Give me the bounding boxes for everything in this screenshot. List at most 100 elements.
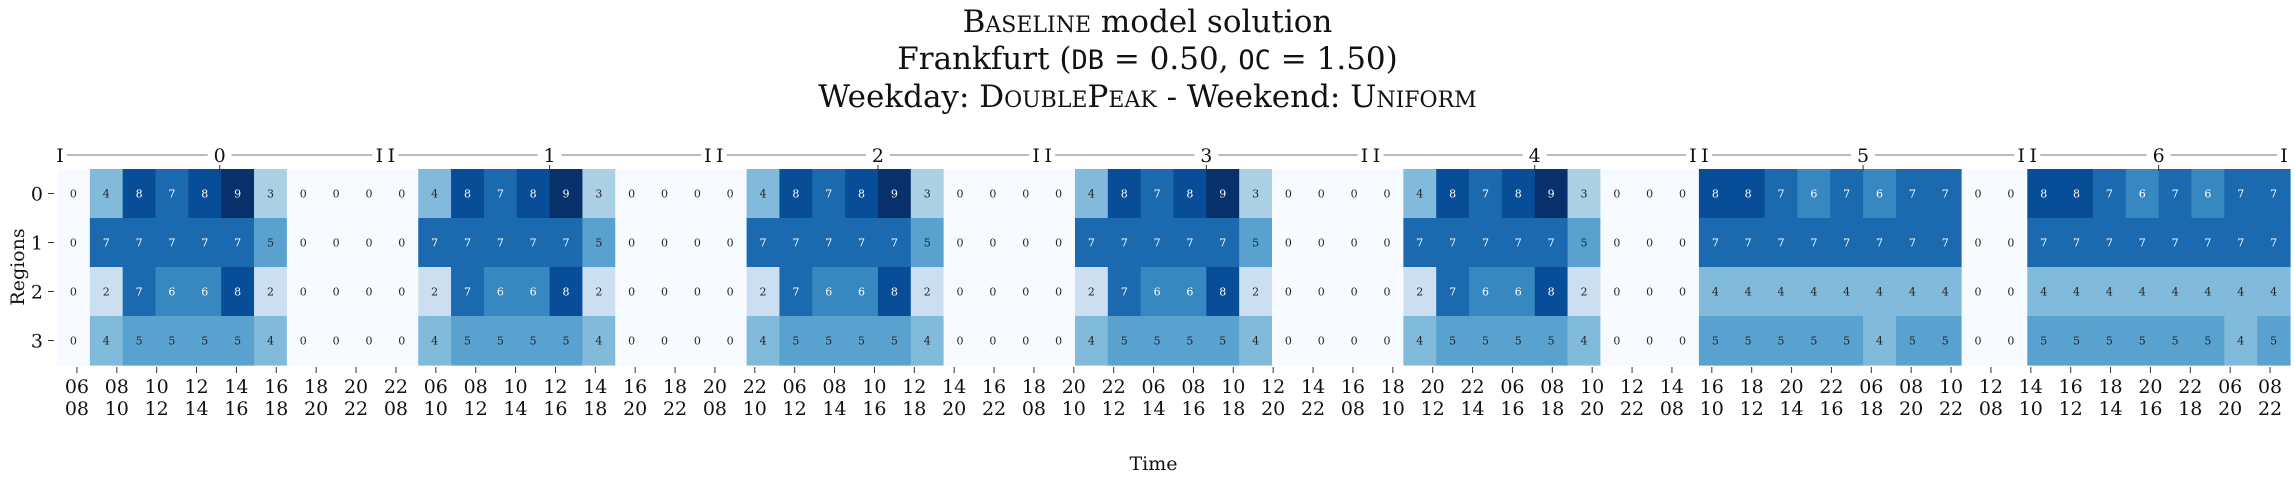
heatmap-separator-cell (1633, 218, 1667, 268)
heatmap-cell-d3-r3-c1 (1074, 316, 1109, 366)
cell-value-label: 7 (2172, 237, 2179, 250)
heatmap-cell-d5-r0-c6 (1895, 169, 1930, 219)
cell-value-label: 5 (2139, 335, 2146, 348)
cell-value-label: 0 (628, 335, 635, 348)
time-tick-label-end: 10 (105, 398, 129, 420)
separator-value-label: 0 (694, 286, 701, 299)
cell-value-label: 5 (891, 335, 898, 348)
time-tick-label-start: 12 (1979, 376, 2003, 398)
heatmap-cell-d2-r0-c3 (812, 169, 846, 219)
heatmap-cell-d6-r0-c0 (2027, 169, 2061, 219)
heatmap-separator-cell (1009, 169, 1043, 219)
heatmap-cell-d0-r0-c4 (188, 169, 222, 219)
cell-value-label: 2 (103, 286, 110, 299)
heatmap-cell-d3-r0-c6 (1239, 169, 1273, 219)
heatmap-separator-cell (648, 316, 682, 366)
heatmap-cell-d0-r2-c2 (122, 267, 157, 317)
cell-value-label: 2 (1580, 286, 1587, 299)
cell-value-label: 7 (168, 237, 175, 250)
heatmap-cell-d5-r0-c2 (1764, 169, 1799, 219)
day-bracket-start: I (1373, 145, 1381, 167)
time-tick-label-start: 16 (623, 376, 647, 398)
cell-value-label: 7 (825, 188, 832, 201)
cell-value-label: 2 (595, 286, 602, 299)
heatmap-cell-d1-r2-c1 (418, 267, 452, 317)
heatmap-cell-d5-r1-c3 (1797, 218, 1831, 268)
separator-value-label: 0 (2007, 188, 2014, 201)
cell-value-label: 5 (1580, 237, 1587, 250)
day-bracket-end: I (2018, 145, 2026, 167)
heatmap-cell-d4-r0-c5 (1534, 169, 1569, 219)
cell-value-label: 7 (1843, 237, 1850, 250)
cell-value-label: 4 (1942, 286, 1949, 299)
heatmap-cell-d6-r1-c1 (2060, 218, 2094, 268)
cell-value-label: 7 (1515, 237, 1522, 250)
time-tick-label-end: 16 (2138, 398, 2162, 420)
heatmap-cell-d0-r2-c1 (89, 267, 124, 317)
heatmap-cell-d0-r2-c7 (286, 267, 321, 317)
cell-value-label: 5 (234, 335, 241, 348)
cell-value-label: 0 (628, 237, 635, 250)
separator-value-label: 0 (1975, 286, 1982, 299)
cell-value-label: 7 (1219, 237, 1226, 250)
heatmap-cell-d1-r1-c6 (582, 218, 616, 268)
heatmap-cell-d4-r1-c5 (1534, 218, 1569, 268)
cell-value-label: 9 (1548, 188, 1555, 201)
separator-value-label: 0 (694, 188, 701, 201)
heatmap-cell-d3-r2-c6 (1239, 267, 1273, 317)
separator-value-label: 0 (1318, 188, 1325, 201)
time-tick-label-start: 10 (862, 376, 886, 398)
heatmap-separator-cell (319, 267, 354, 317)
time-tick-label-end: 10 (1700, 398, 1724, 420)
cell-value-label: 4 (1416, 335, 1423, 348)
cell-value-label: 7 (1449, 237, 1456, 250)
cell-value-label: 6 (1482, 286, 1489, 299)
heatmap-cell-d5-r1-c6 (1895, 218, 1930, 268)
cell-value-label: 0 (1383, 286, 1390, 299)
heatmap-cell-d1-r0-c2 (451, 169, 485, 219)
cell-value-label: 5 (201, 335, 208, 348)
heatmap-separator-cell (352, 218, 386, 268)
heatmap-separator-cell (680, 316, 715, 366)
heatmap-cell-d5-r2-c1 (1731, 267, 1766, 317)
heatmap-separator-cell (1666, 218, 1700, 268)
heatmap-cell-d0-r0-c7 (286, 169, 321, 219)
cell-value-label: 8 (792, 188, 799, 201)
title-oc-label: OC (1238, 45, 1271, 76)
time-tick-label-end: 14 (2098, 398, 2122, 420)
heatmap-cell-d4-r1-c0 (1370, 218, 1404, 268)
heatmap-cell-d5-r0-c3 (1797, 169, 1831, 219)
heatmap-cell-d1-r3-c4 (516, 316, 551, 366)
cell-value-label: 0 (70, 286, 77, 299)
heatmap-cell-d0-r1-c5 (221, 218, 255, 268)
separator-value-label: 0 (365, 188, 372, 201)
time-tick-label-end: 18 (583, 398, 607, 420)
cell-value-label: 4 (2106, 286, 2113, 299)
cell-value-label: 7 (2172, 188, 2179, 201)
cell-value-label: 5 (1515, 335, 1522, 348)
cell-value-label: 2 (760, 286, 767, 299)
time-tick-label-end: 16 (543, 398, 567, 420)
time-tick-label-end: 08 (1979, 398, 2003, 420)
heatmap-cell-d6-r2-c0 (2027, 267, 2061, 317)
heatmap-cell-d5-r2-c7 (1928, 267, 1963, 317)
cell-value-label: 4 (2139, 286, 2146, 299)
time-tick-label-end: 10 (2019, 398, 2043, 420)
time-tick-label-start: 14 (942, 376, 966, 398)
cell-value-label: 5 (2204, 335, 2211, 348)
time-tick-label-start: 22 (1819, 376, 1843, 398)
separator-value-label: 0 (694, 335, 701, 348)
cell-value-label: 4 (267, 335, 274, 348)
separator-value-label: 0 (1646, 237, 1653, 250)
cell-value-label: 4 (1876, 286, 1883, 299)
cell-value-label: 4 (2172, 286, 2179, 299)
cell-value-label: 5 (1154, 335, 1161, 348)
time-tick-label-end: 14 (503, 398, 527, 420)
heatmap-cell-d4-r3-c4 (1501, 316, 1536, 366)
cell-value-label: 7 (2237, 188, 2244, 201)
heatmap-cell-d6-r3-c6 (2224, 316, 2258, 366)
heatmap-cell-d1-r2-c0 (385, 267, 419, 317)
heatmap-cell-d5-r3-c5 (1863, 316, 1897, 366)
cell-value-label: 0 (1285, 335, 1292, 348)
